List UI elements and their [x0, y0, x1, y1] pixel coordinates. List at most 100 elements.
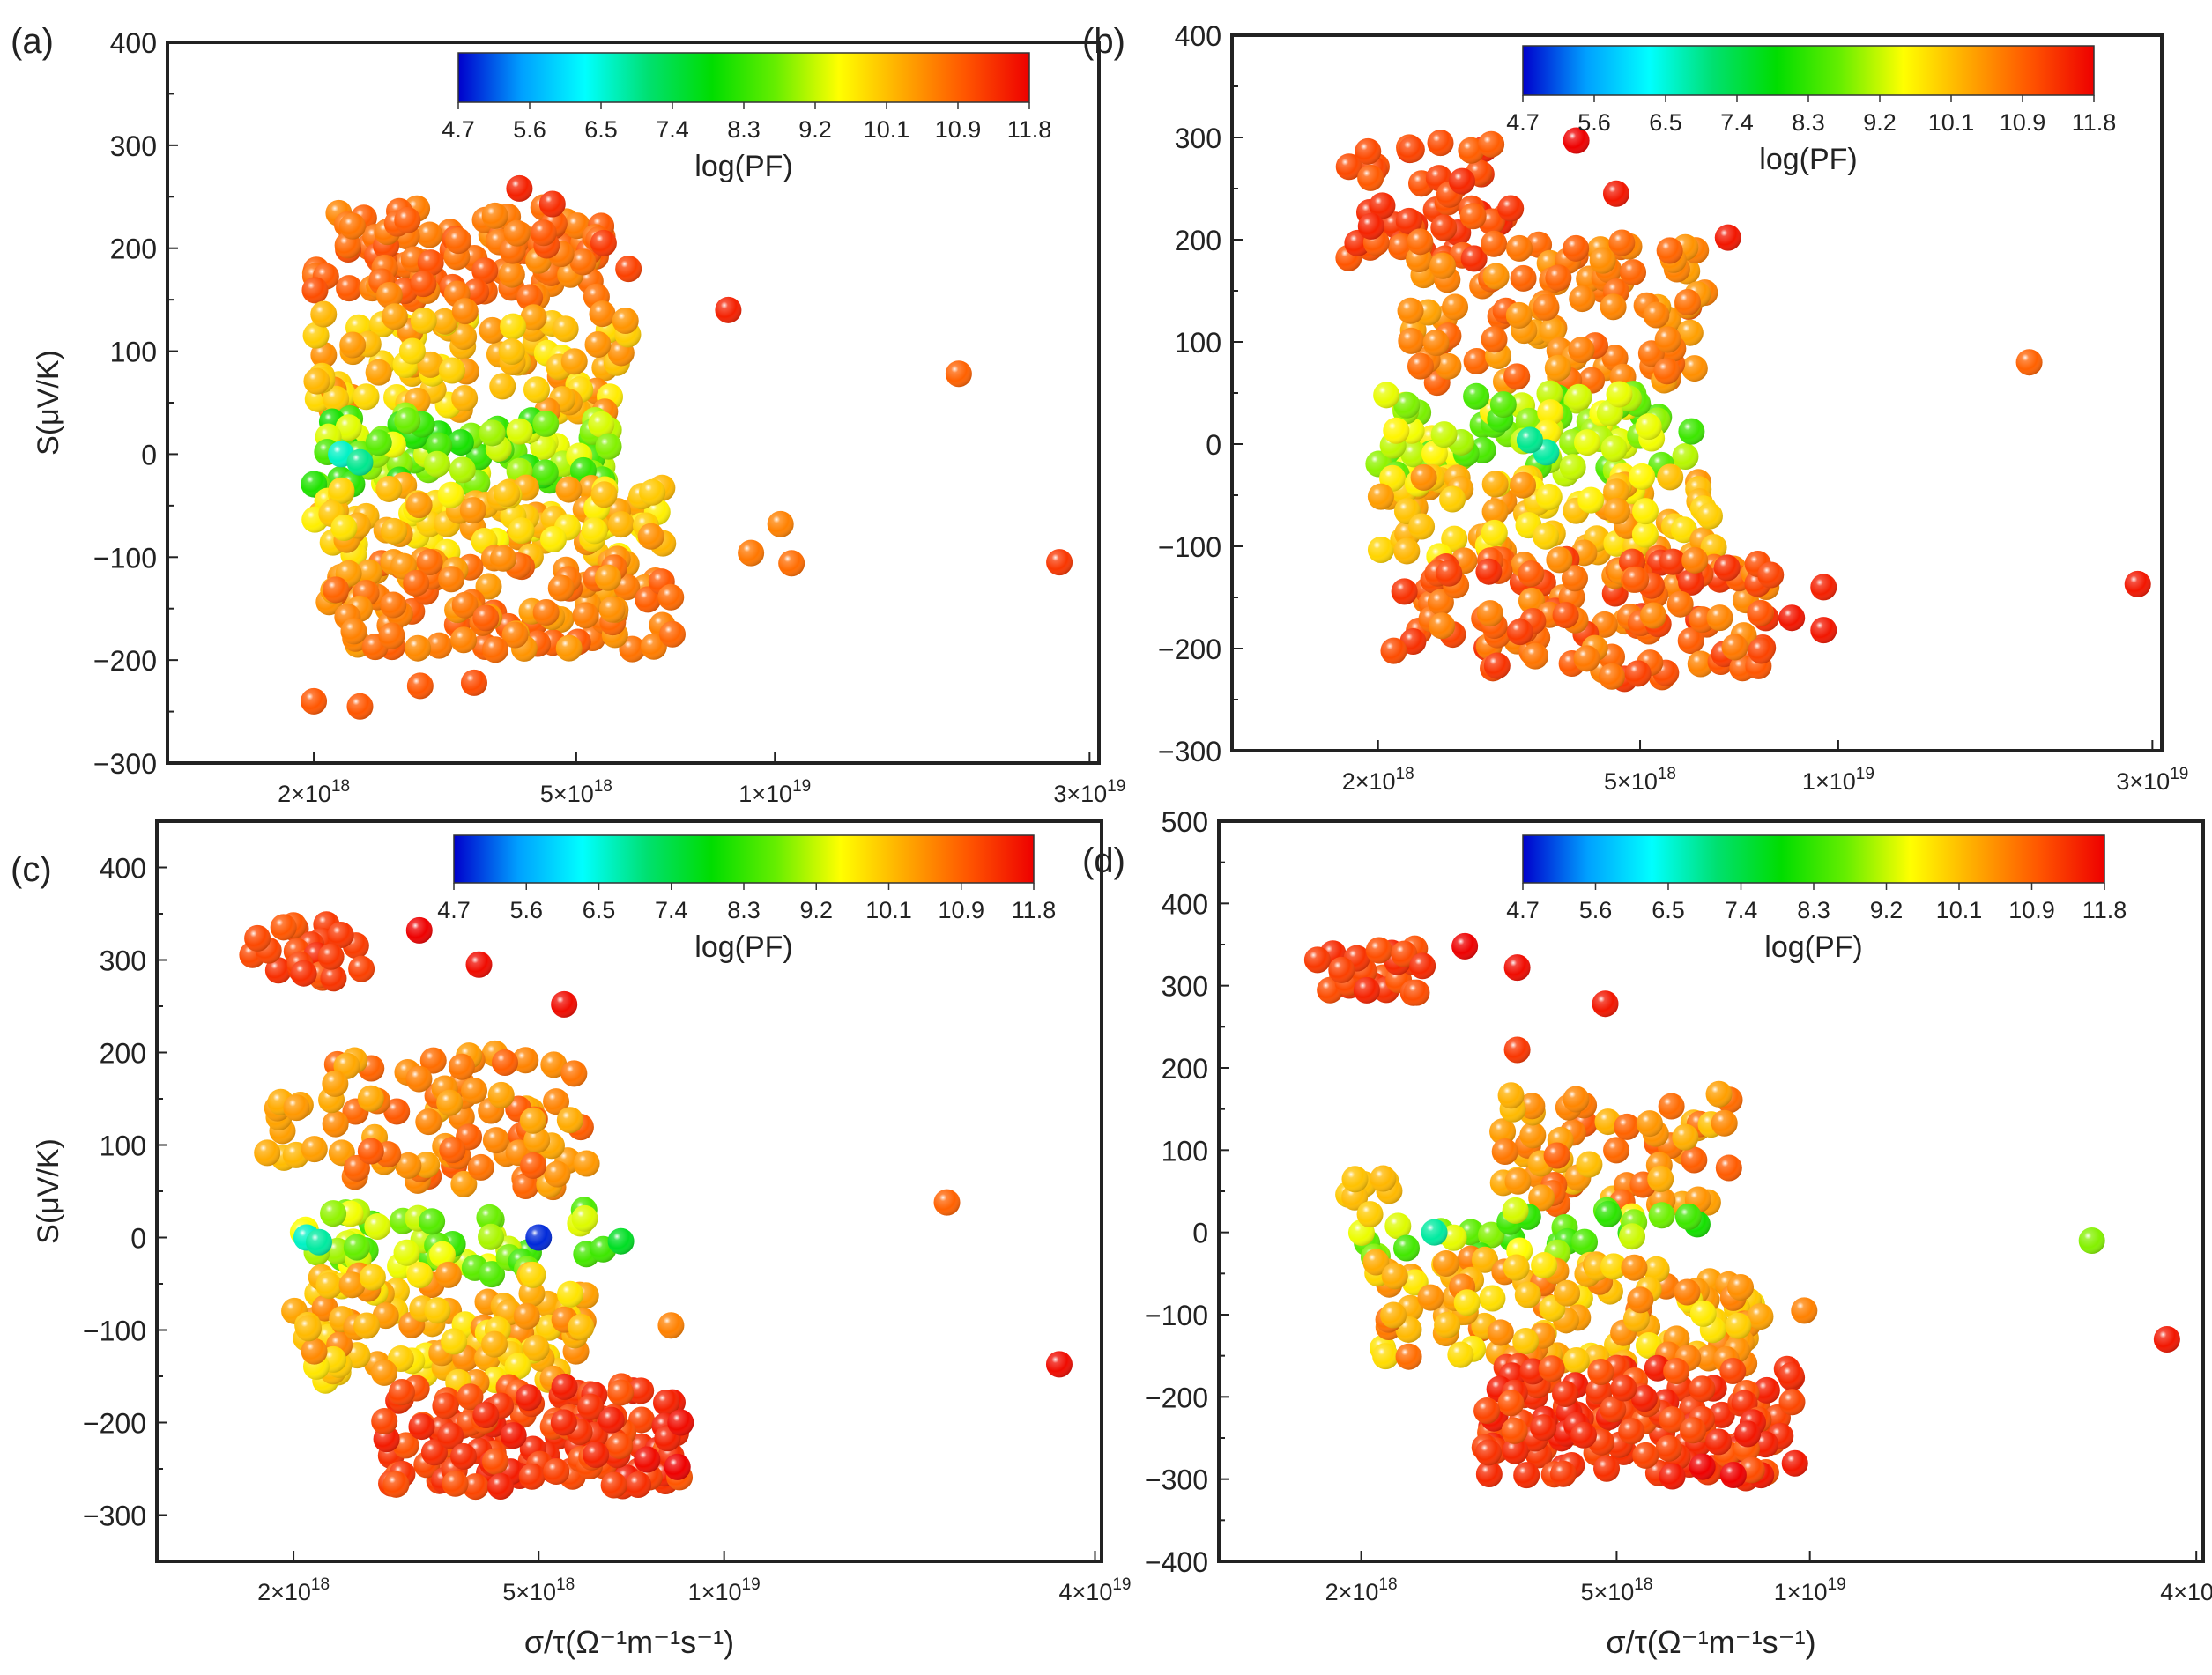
scatter-point-highlight	[598, 1406, 625, 1434]
scatter-point-highlight	[1705, 1080, 1733, 1108]
scatter-point-highlight	[478, 1223, 505, 1250]
scatter-point-highlight	[322, 1070, 349, 1097]
scatter-point-highlight	[1372, 1343, 1399, 1370]
colorbar	[453, 834, 1035, 884]
y-tick-label: 200	[110, 233, 157, 265]
scatter-point-highlight	[1618, 1418, 1645, 1445]
scatter-point-highlight	[1473, 1397, 1501, 1425]
colorbar-tick-label: 9.2	[799, 897, 833, 923]
colorbar-tick-label: 7.4	[655, 897, 688, 923]
scatter-point-highlight	[317, 943, 345, 970]
scatter-point-highlight	[606, 1433, 634, 1460]
scatter-point-highlight	[1393, 391, 1421, 419]
x-tick-label: 3×1019	[1053, 777, 1125, 807]
scatter-point-highlight	[1373, 382, 1400, 409]
scatter-point-highlight	[590, 481, 618, 508]
y-tick-label: 0	[130, 1223, 146, 1255]
scatter-point-highlight	[1422, 330, 1450, 357]
scatter-point-highlight	[1624, 660, 1652, 687]
scatter-point-highlight	[327, 922, 354, 949]
colorbar-tick-label: 11.8	[2072, 109, 2117, 136]
scatter-point-highlight	[410, 271, 437, 298]
scatter-point-highlight	[1559, 454, 1586, 481]
scatter-point-highlight	[487, 1081, 515, 1108]
x-tick-label: 1×1019	[1774, 1575, 1846, 1605]
scatter-point-highlight	[1530, 1414, 1557, 1442]
scatter-point-highlight	[357, 1085, 384, 1112]
y-tick-label: 400	[110, 27, 157, 59]
scatter-point-highlight	[417, 249, 444, 277]
scatter-point-highlight	[581, 517, 608, 545]
scatter-point-highlight	[583, 1442, 610, 1469]
scatter-point-highlight	[1587, 1358, 1614, 1385]
colorbar-tick-label: 7.4	[1720, 109, 1754, 136]
scatter-point-highlight	[406, 1262, 434, 1289]
panel-b: (b) 400 300 200 100 0 −100 −200 −300 2×1018 5×1018…	[1082, 20, 2188, 795]
y-tick-label: 500	[1162, 806, 1208, 838]
colorbar-tick-label: 6.5	[584, 116, 618, 143]
scatter-point-highlight	[1570, 1421, 1597, 1449]
scatter-point-highlight	[416, 221, 443, 248]
scatter-point-highlight	[577, 1393, 605, 1420]
scatter-point-highlight	[1518, 560, 1545, 588]
scatter-point-highlight	[301, 1338, 328, 1365]
scatter-point-highlight	[1410, 463, 1437, 491]
y-tick-label: 100	[100, 1130, 146, 1162]
scatter-point-highlight	[639, 478, 666, 506]
scatter-point-highlight	[572, 602, 599, 629]
scatter-point-highlight	[1381, 1263, 1408, 1290]
scatter-point-highlight	[555, 476, 583, 503]
scatter-point-highlight	[302, 322, 330, 349]
scatter-point-highlight	[1561, 565, 1588, 592]
scatter-point-highlight	[1713, 554, 1741, 582]
scatter-point-highlight	[1659, 1463, 1686, 1490]
scatter-point-highlight	[1476, 600, 1503, 627]
colorbar	[457, 52, 1030, 103]
scatter-point-highlight	[301, 687, 328, 715]
scatter-point-highlight	[1653, 358, 1681, 385]
scatter-point-highlight	[353, 1312, 381, 1339]
y-tick-label: 100	[110, 337, 157, 368]
scatter-point-highlight	[544, 1160, 571, 1188]
scatter-point-highlight	[1482, 263, 1510, 290]
y-tick-label: −100	[93, 542, 157, 574]
scatter-point-highlight	[1543, 1142, 1570, 1169]
y-tick-label: 300	[1175, 122, 1221, 154]
scatter-point-highlight	[1622, 566, 1650, 593]
scatter-point-highlight	[1513, 1462, 1540, 1489]
x-tick-label: 4×1019	[2160, 1575, 2212, 1605]
scatter-point-highlight	[378, 622, 405, 649]
scatter-point-highlight	[498, 338, 525, 366]
scatter-points	[301, 174, 1073, 720]
scatter-point-highlight	[476, 1204, 503, 1231]
colorbar-tick-label: 6.5	[1652, 897, 1685, 923]
scatter-point-highlight	[1681, 355, 1708, 382]
scatter-point-highlight	[658, 620, 686, 648]
scatter-point-highlight	[1356, 1201, 1384, 1228]
scatter-point-highlight	[1453, 1289, 1481, 1316]
scatter-point-highlight	[1544, 354, 1571, 382]
colorbar-tick-label: 8.3	[727, 116, 761, 143]
x-tick-label: 1×1019	[1802, 765, 1874, 795]
scatter-point-highlight	[1676, 319, 1704, 346]
scatter-point-highlight	[518, 1280, 546, 1308]
scatter-point-highlight	[1459, 203, 1487, 230]
scatter-point-highlight	[1563, 127, 1590, 154]
scatter-point-highlight	[715, 296, 742, 323]
scatter-point-highlight	[503, 219, 531, 247]
y-tick-label: −400	[1145, 1546, 1208, 1578]
scatter-point-highlight	[1383, 417, 1410, 444]
scatter-point-highlight	[451, 298, 479, 325]
scatter-point-highlight	[306, 1228, 333, 1256]
scatter-point-highlight	[410, 307, 437, 334]
scatter-points	[239, 911, 1073, 1501]
scatter-point-highlight	[1391, 578, 1418, 605]
scatter-point-highlight	[1593, 1455, 1621, 1482]
scatter-point-highlight	[584, 330, 612, 358]
y-axis-label: S(μV/K)	[32, 1138, 65, 1244]
scatter-point-highlight	[500, 1422, 527, 1449]
scatter-point-highlight	[1478, 130, 1505, 158]
scatter-point-highlight	[353, 383, 380, 411]
scatter-point-highlight	[1598, 663, 1625, 690]
scatter-point-highlight	[490, 545, 517, 572]
